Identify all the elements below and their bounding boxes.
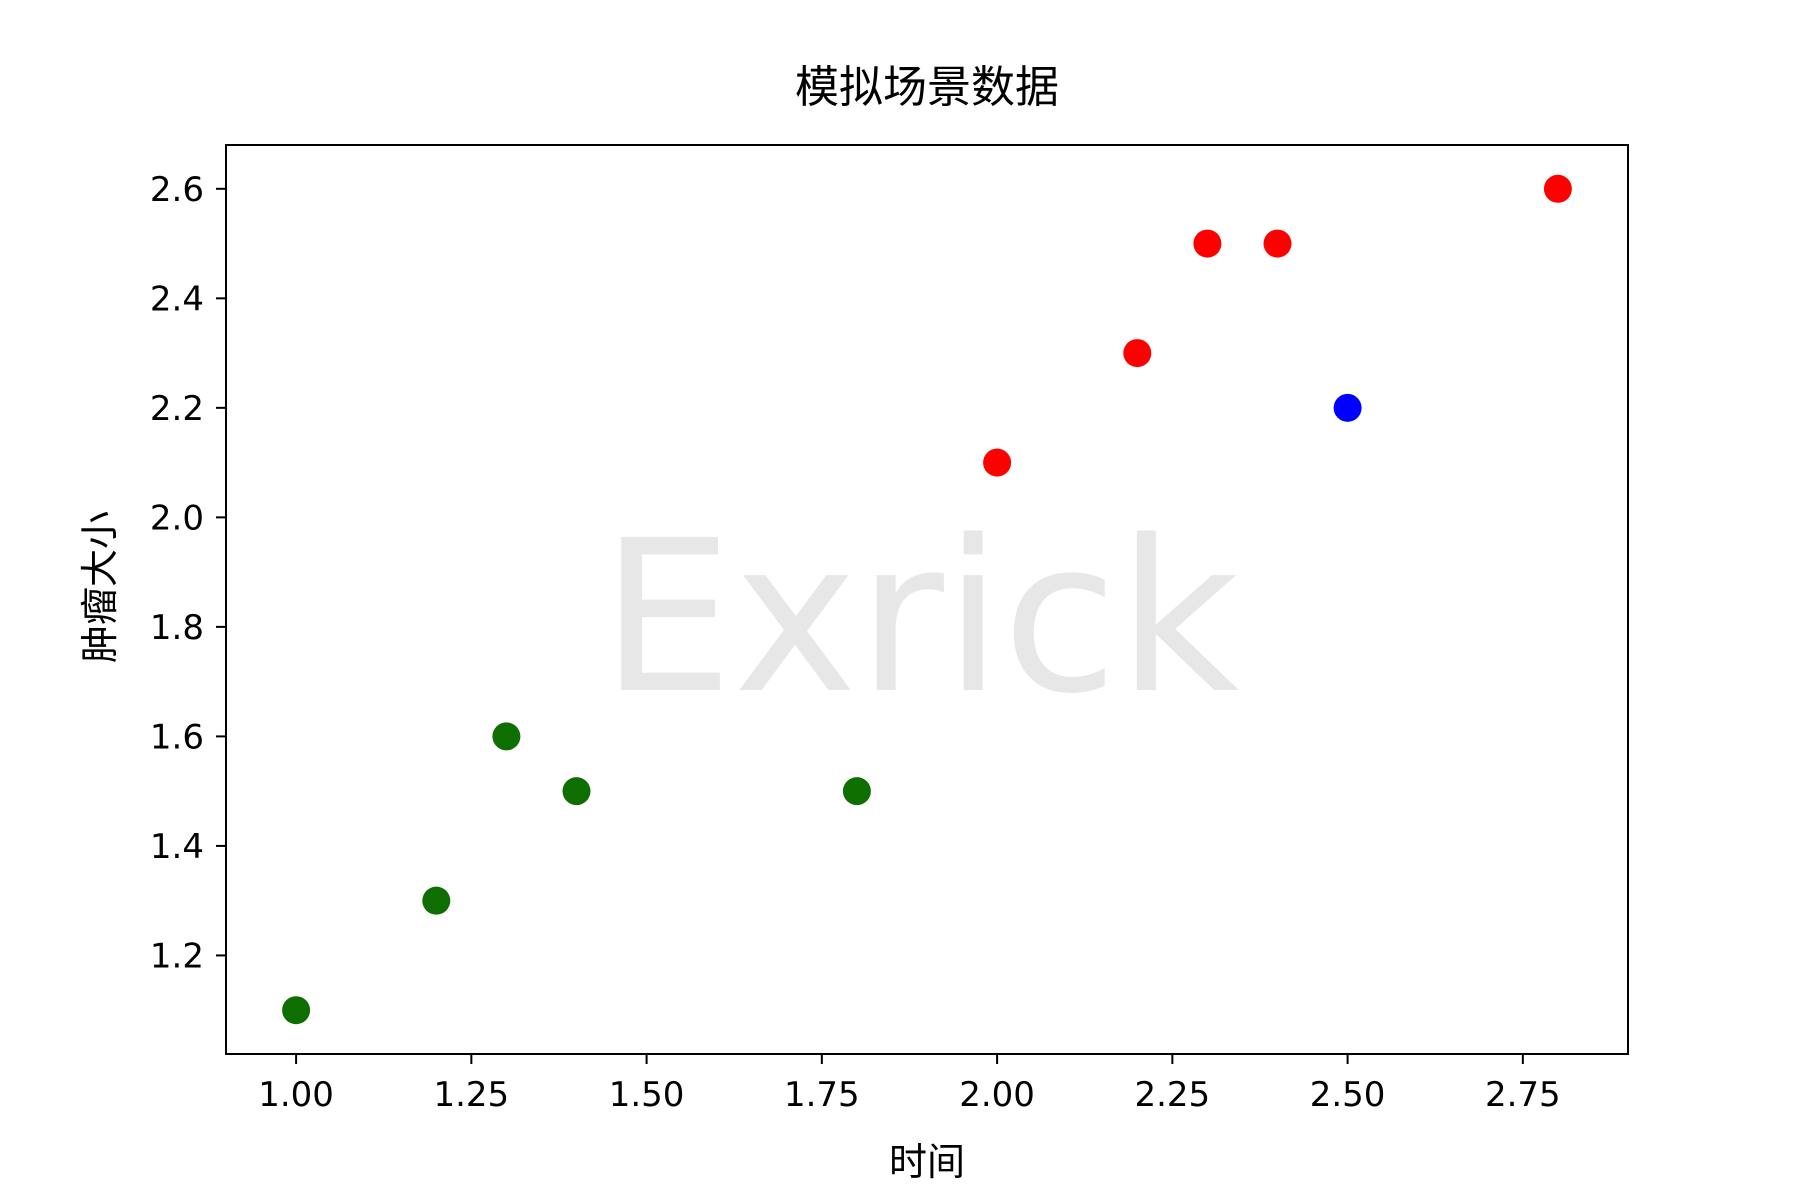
x-tick-label: 2.75 xyxy=(1485,1075,1561,1115)
data-points xyxy=(282,174,1572,1025)
data-point xyxy=(562,777,591,806)
x-axis-title: 时间 xyxy=(889,1140,965,1184)
data-point xyxy=(842,777,871,806)
data-point xyxy=(1193,229,1222,258)
x-tick-label: 2.50 xyxy=(1310,1075,1386,1115)
watermark-text: Exrick xyxy=(601,495,1240,740)
y-tick-label: 2.0 xyxy=(150,498,204,538)
y-tick-label: 1.4 xyxy=(150,827,204,867)
y-tick-label: 1.2 xyxy=(150,936,204,976)
y-tick-label: 2.6 xyxy=(150,170,204,210)
data-point xyxy=(1263,229,1292,258)
data-point xyxy=(983,448,1012,477)
y-axis-title: 肿瘤大小 xyxy=(78,511,122,663)
x-axis: 1.00 1.25 1.50 1.75 2.00 2.25 2.50 2.75 xyxy=(258,1054,1561,1115)
x-tick-label: 1.00 xyxy=(258,1075,334,1115)
x-tick-label: 1.50 xyxy=(609,1075,685,1115)
y-tick-label: 1.8 xyxy=(150,608,204,648)
data-point xyxy=(1333,393,1362,422)
y-tick-label: 2.2 xyxy=(150,389,204,429)
data-point xyxy=(1123,339,1152,368)
x-tick-label: 2.00 xyxy=(959,1075,1035,1115)
data-point xyxy=(1543,174,1572,203)
x-tick-label: 2.25 xyxy=(1134,1075,1210,1115)
x-tick-label: 1.25 xyxy=(433,1075,509,1115)
chart-title: 模拟场景数据 xyxy=(795,62,1059,113)
x-tick-label: 1.75 xyxy=(784,1075,860,1115)
y-tick-label: 1.6 xyxy=(150,717,204,757)
data-point xyxy=(492,722,521,751)
data-point xyxy=(422,886,451,915)
plot-area: Exrick 1.00 1.25 1.50 1.75 2.00 2.25 2.50 2.75 … xyxy=(150,144,1629,1115)
plot-frame xyxy=(225,144,1629,1055)
y-axis: 1.2 1.4 1.6 1.8 2.0 2.2 2.4 2.6 xyxy=(150,170,226,976)
data-point xyxy=(282,996,311,1025)
y-tick-label: 2.4 xyxy=(150,279,204,319)
